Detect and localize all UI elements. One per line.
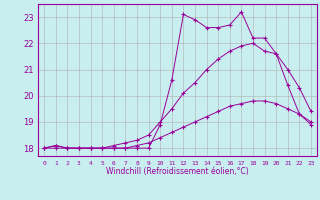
X-axis label: Windchill (Refroidissement éolien,°C): Windchill (Refroidissement éolien,°C) [106,167,249,176]
